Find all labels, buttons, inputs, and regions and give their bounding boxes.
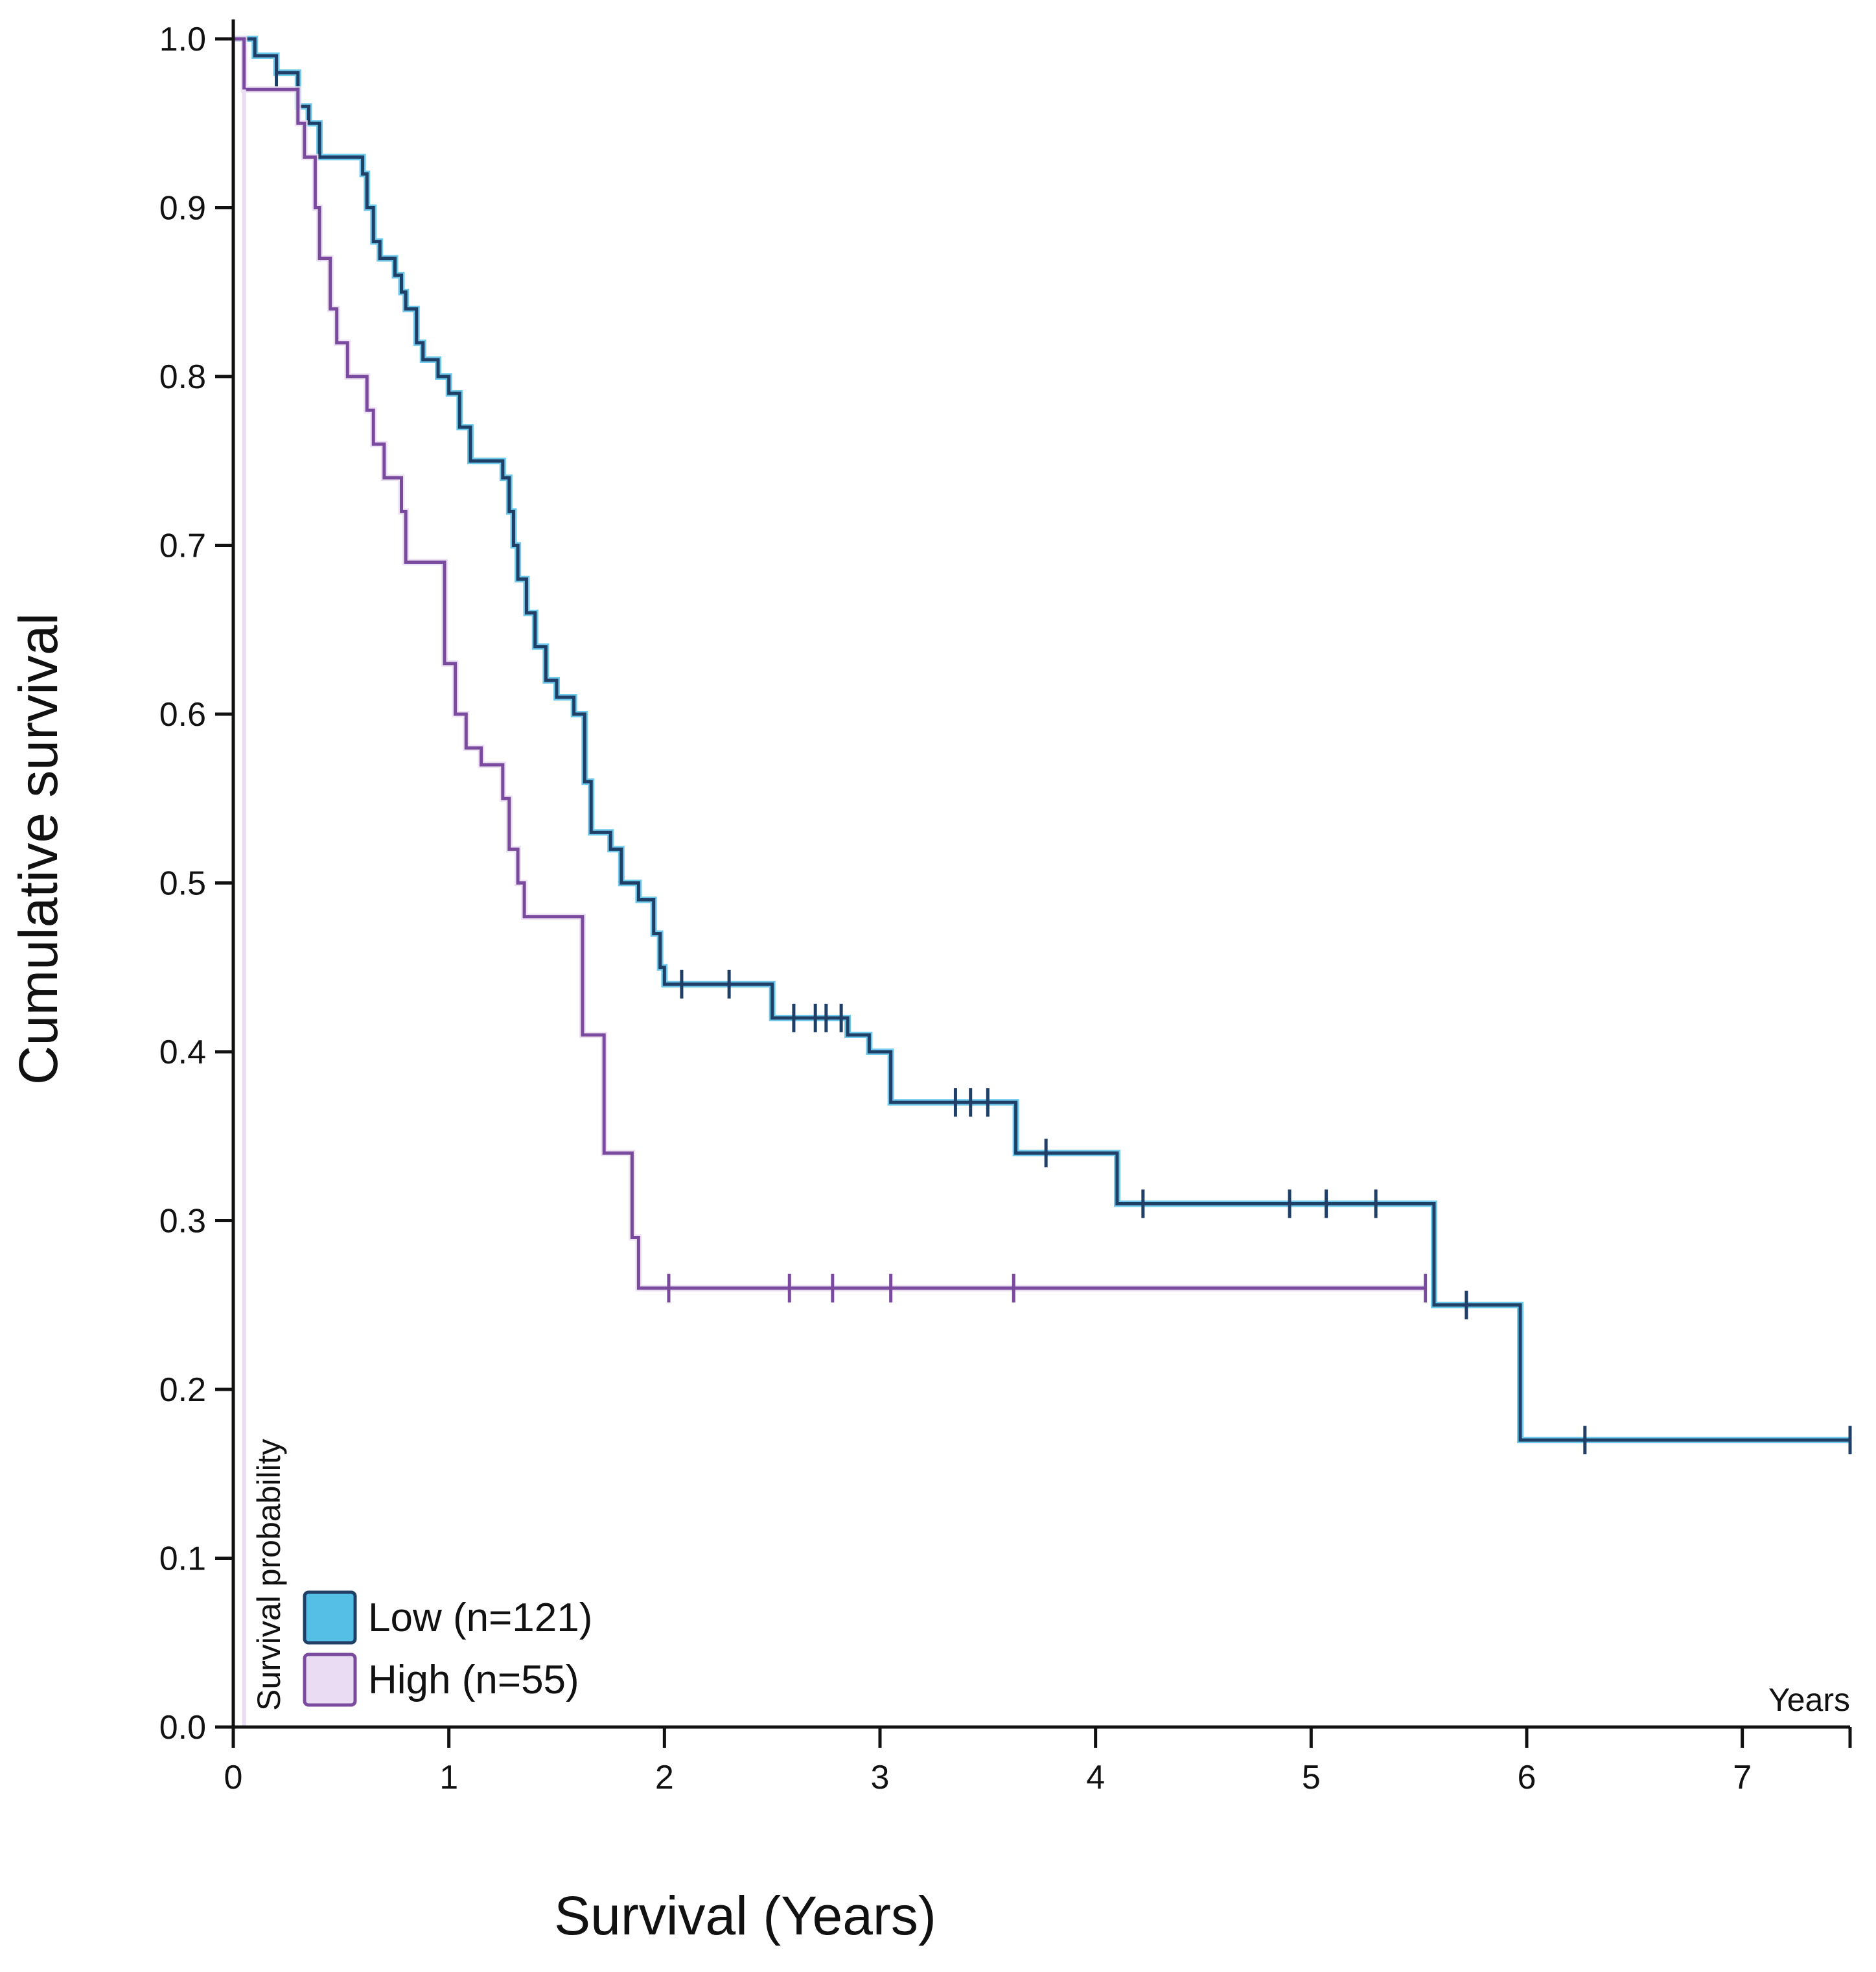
x-tick-label: 4: [1086, 1759, 1105, 1796]
x-tick-label: 0: [224, 1759, 243, 1796]
survival-curve-high: [233, 37, 1426, 1290]
y-tick-label: 0.6: [159, 696, 206, 734]
legend-swatch-low: [303, 1590, 357, 1645]
y-tick-label: 1.0: [159, 21, 206, 58]
legend-label-low: Low (n=121): [368, 1595, 592, 1640]
x-tick-label: 1: [439, 1759, 458, 1796]
x-tick-label: 6: [1518, 1759, 1536, 1796]
inner-y-label: Survival probability: [251, 1439, 287, 1711]
y-tick-label: 0.3: [159, 1203, 206, 1240]
y-tick-label: 0.2: [159, 1371, 206, 1409]
y-tick-label: 0.7: [159, 528, 206, 565]
x-tick-label: 2: [655, 1759, 674, 1796]
inner-x-label: Years: [1768, 1682, 1850, 1718]
legend-swatch-high: [303, 1653, 357, 1707]
y-tick-label: 0.8: [159, 358, 206, 396]
y-tick-label: 0.9: [159, 190, 206, 227]
y-axis-title: Cumulative survival: [8, 613, 69, 1085]
axes-layer: 0.0 0.1 0.2 0.3 0.4 0.5 0.6 0.7 0.8 0.9 1.0 0 1 2 3 4 5 6…: [159, 19, 1852, 1796]
legend: Low (n=121) High (n=55): [303, 1590, 592, 1707]
series-layer: [233, 36, 1852, 1727]
y-tick-label: 0.0: [159, 1709, 206, 1746]
x-tick-label: 3: [871, 1759, 890, 1796]
x-tick-label: 5: [1302, 1759, 1321, 1796]
x-axis-title: Survival (Years): [554, 1885, 936, 1946]
y-tick-label: 0.5: [159, 865, 206, 903]
survival-curve-low: [233, 37, 1850, 1442]
legend-label-high: High (n=55): [368, 1658, 579, 1702]
y-tick-label: 0.1: [159, 1540, 206, 1578]
y-tick-label: 0.4: [159, 1034, 206, 1071]
x-tick-label: 7: [1733, 1759, 1752, 1796]
